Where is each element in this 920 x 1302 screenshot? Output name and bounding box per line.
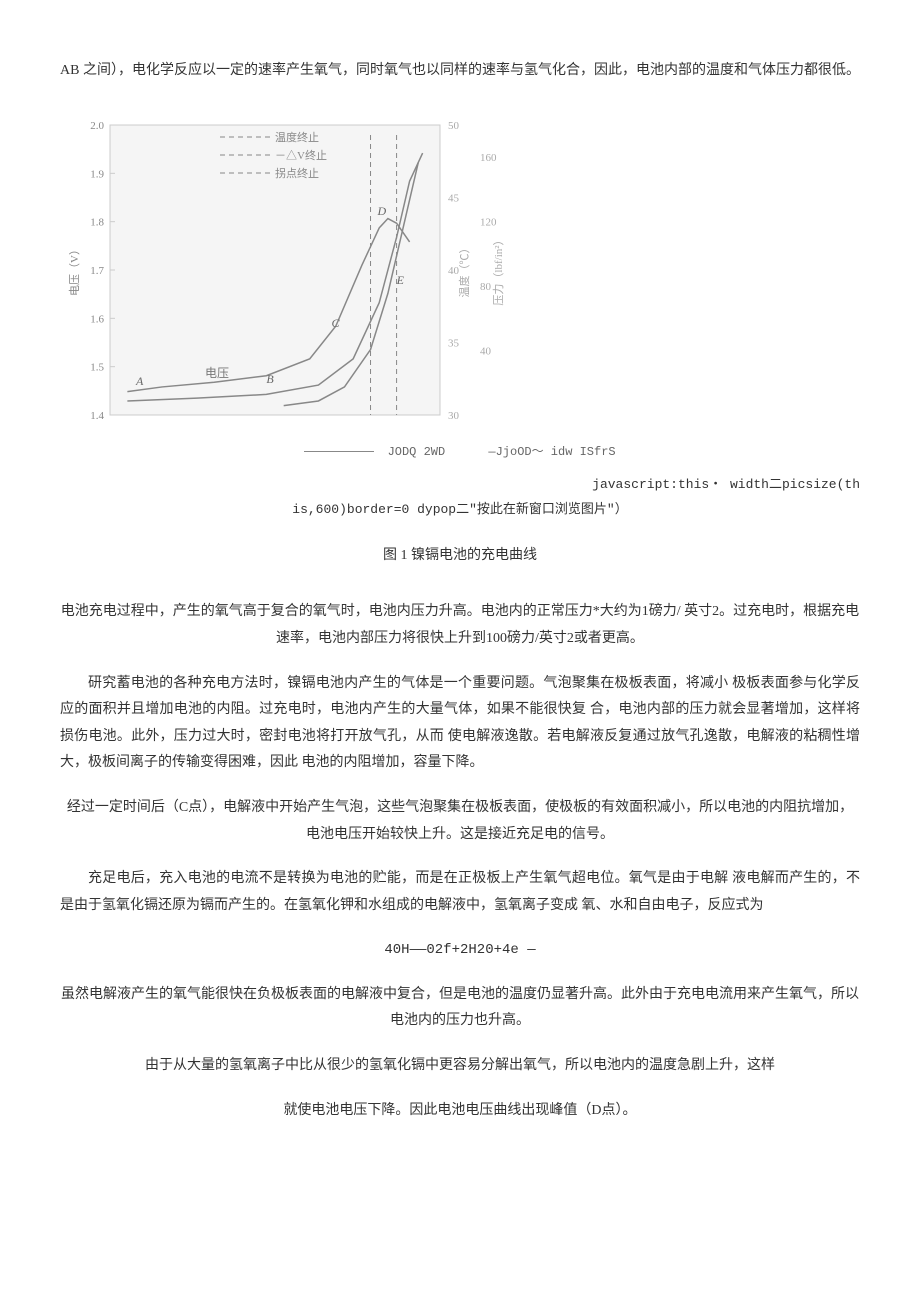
top-paragraph: AB 之间），电化学反应以一定的速率产生氧气，同时氧气也以同样的速率与氢气化合，… xyxy=(60,58,860,85)
svg-text:1.5: 1.5 xyxy=(90,361,104,373)
svg-text:E: E xyxy=(396,273,405,287)
chart-container: 1.4 1.5 1.6 1.7 1.8 1.9 2.0 电压（V） 30 35 40 45 50 温度（℃… xyxy=(60,105,860,464)
svg-text:2.0: 2.0 xyxy=(90,120,104,132)
caption-right: —JjoOD～ idw ISfrS xyxy=(488,445,615,459)
js-snippet-line1: javascript:this・ width二picsize(th xyxy=(60,473,860,498)
paragraph-4: 经过一定时间后（C点），电解液中开始产生气泡，这些气泡聚集在极板表面，使极板的有… xyxy=(60,795,860,848)
svg-text:40: 40 xyxy=(448,265,460,277)
paragraph-8: 就使电池电压下降。因此电池电压曲线出现峰值（D点）。 xyxy=(60,1098,860,1125)
svg-text:1.8: 1.8 xyxy=(90,216,104,228)
svg-text:30: 30 xyxy=(448,410,460,422)
paragraph-5: 充足电后，充入电池的电流不是转换为电池的贮能，而是在正极板上产生氧气超电位。氧气… xyxy=(60,866,860,919)
chart-sub-caption: JODQ 2WD —JjoOD～ idw ISfrS xyxy=(60,441,860,464)
paragraph-7: 由于从大量的氢氧离子中比从很少的氢氧化镉中更容易分解出氧气，所以电池内的温度急剧… xyxy=(60,1053,860,1080)
paragraph-6: 虽然电解液产生的氧气能很快在负极板表面的电解液中复合，但是电池的温度仍显著升高。… xyxy=(60,982,860,1035)
svg-text:温度终止: 温度终止 xyxy=(275,130,319,144)
svg-text:1.4: 1.4 xyxy=(90,410,104,422)
nickel-cadmium-chart: 1.4 1.5 1.6 1.7 1.8 1.9 2.0 电压（V） 30 35 40 45 50 温度（℃… xyxy=(60,105,520,435)
paragraph-2: 电池充电过程中，产生的氧气高于复合的氧气时，电池内压力升高。电池内的正常压力*大… xyxy=(60,599,860,652)
svg-text:D: D xyxy=(376,203,386,217)
reaction-formula: 40H――02f+2H20+4e — xyxy=(60,937,860,964)
svg-text:50: 50 xyxy=(448,120,460,132)
svg-text:35: 35 xyxy=(448,337,460,349)
svg-text:拐点终止: 拐点终止 xyxy=(275,166,319,180)
svg-text:1.7: 1.7 xyxy=(90,265,104,277)
svg-text:温度（℃）: 温度（℃） xyxy=(457,242,471,297)
svg-text:电压（V）: 电压（V） xyxy=(68,244,81,296)
figure-title: 图 1 镍镉电池的充电曲线 xyxy=(60,543,860,570)
js-snippet-line2: is,600)border=0 dypop二"按此在新窗口浏览图片"） xyxy=(60,498,860,523)
svg-text:－△V终止: －△V终止 xyxy=(275,148,327,162)
svg-text:160: 160 xyxy=(480,152,497,164)
svg-text:压力（lbf/in²）: 压力（lbf/in²） xyxy=(492,234,505,305)
caption-left: JODQ 2WD xyxy=(388,445,446,459)
svg-text:40: 40 xyxy=(480,345,492,357)
svg-text:电压: 电压 xyxy=(205,366,229,380)
svg-text:B: B xyxy=(266,372,274,386)
svg-text:1.6: 1.6 xyxy=(90,313,104,325)
svg-text:120: 120 xyxy=(480,216,497,228)
svg-text:C: C xyxy=(331,316,340,330)
paragraph-3: 研究蓄电池的各种充电方法时，镍镉电池内产生的气体是一个重要问题。气泡聚集在极板表… xyxy=(60,671,860,777)
svg-text:1.9: 1.9 xyxy=(90,168,104,180)
svg-text:A: A xyxy=(135,374,144,388)
svg-text:80: 80 xyxy=(480,281,492,293)
svg-text:45: 45 xyxy=(448,192,460,204)
